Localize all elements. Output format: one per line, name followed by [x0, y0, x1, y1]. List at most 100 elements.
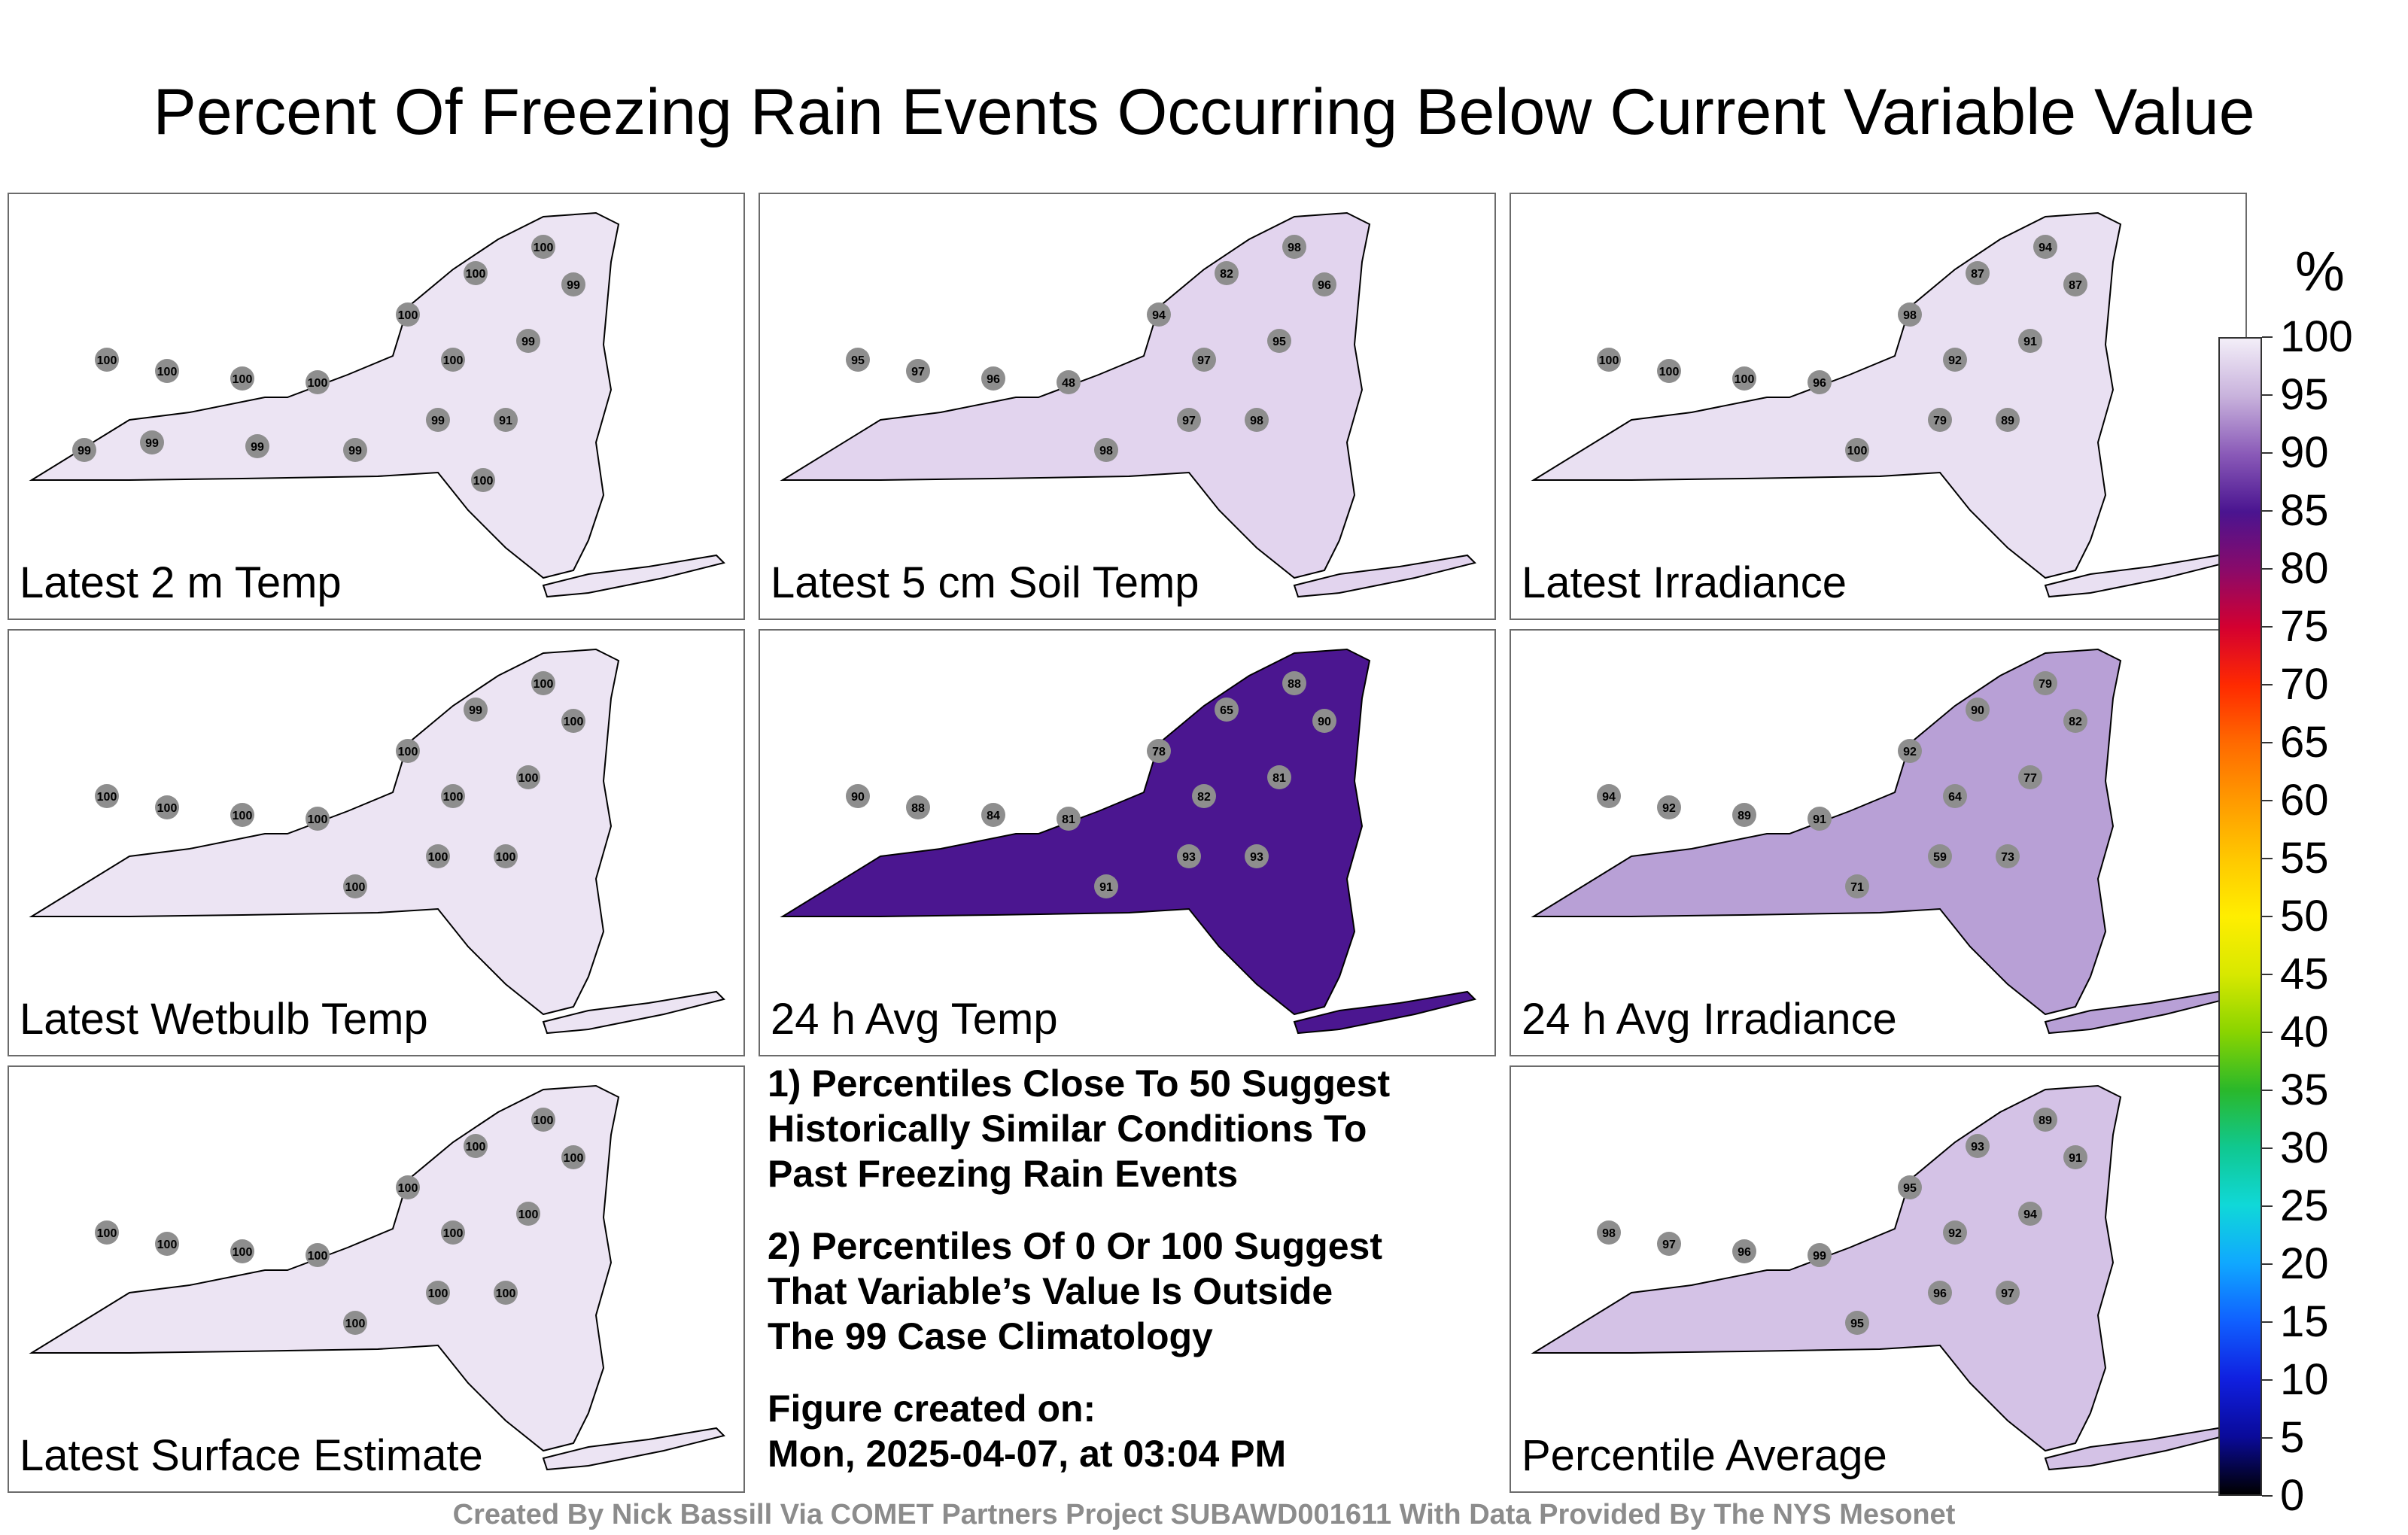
colorbar-tick [2262, 684, 2273, 685]
station-value: 100 [308, 377, 328, 390]
station-marker [1898, 302, 1922, 327]
panel-latest-5cm-soil-temp: 95 97 96 48 94 82 98 97 95 96 98 97 98 Latest 5 cm S… [759, 193, 1496, 620]
ny-map: 94 92 89 91 92 90 79 64 77 82 73 59 71 [1531, 648, 2227, 1035]
station-value: 92 [1903, 746, 1917, 758]
station-value: 100 [97, 354, 117, 367]
colorbar-tick-label: 5 [2280, 1413, 2305, 1462]
station-marker [846, 784, 870, 808]
ny-map: 100 100 100 100 100 99 100 100 100 100 100 100 100 [29, 648, 725, 1035]
note-line: Historically Similar Conditions To [768, 1108, 1367, 1150]
ny-map: 100 100 100 100 100 100 100 100 100 100 100 100 100 [29, 1084, 725, 1471]
station-marker [1094, 874, 1118, 898]
station-value: 100 [157, 366, 178, 378]
station-value: 91 [2023, 336, 2037, 348]
station-value: 96 [1813, 377, 1826, 390]
station-marker [516, 329, 540, 353]
station-marker [1943, 348, 1967, 372]
station-value: 79 [2039, 678, 2052, 691]
station-value: 100 [1847, 445, 1868, 457]
panel-latest-surface-estimate: 100 100 100 100 100 100 100 100 100 100 100 100 100 … [8, 1065, 745, 1493]
station-value: 82 [2069, 716, 2082, 728]
note-line: That Variable’s Value Is Outside [768, 1270, 1333, 1312]
station-value: 97 [1662, 1239, 1676, 1251]
station-value: 82 [1197, 791, 1211, 804]
station-marker [2063, 272, 2087, 296]
station-value: 99 [145, 437, 159, 450]
station-value: 98 [1099, 445, 1113, 457]
state-outline [29, 211, 620, 579]
station-value: 100 [466, 268, 486, 281]
station-value: 99 [469, 704, 482, 717]
colorbar-tick [2262, 1321, 2273, 1323]
station-marker [1177, 844, 1201, 868]
station-value: 88 [1288, 678, 1301, 691]
colorbar-tick-label: 60 [2280, 776, 2329, 825]
station-value: 87 [1971, 268, 1984, 281]
panel-latest-irradiance: 100 100 100 96 98 87 94 92 91 87 89 79 100 Latest Ir… [1510, 193, 2247, 620]
station-marker [464, 698, 488, 722]
colorbar-tick [2262, 1263, 2273, 1265]
panel-label: Percentile Average [1522, 1431, 1887, 1480]
figure-title: Percent Of Freezing Rain Events Occurrin… [153, 76, 2255, 148]
station-marker [531, 1108, 555, 1132]
station-value: 88 [911, 802, 925, 815]
station-value: 95 [1272, 336, 1286, 348]
station-value: 59 [1933, 851, 1947, 864]
panel-latest-wetbulb-temp: 100 100 100 100 100 99 100 100 100 100 100 100 100 L… [8, 629, 745, 1056]
state-outline [29, 1084, 620, 1452]
station-marker [1732, 1239, 1756, 1263]
station-marker [846, 348, 870, 372]
station-value: 100 [473, 475, 494, 488]
station-value: 100 [443, 354, 464, 367]
station-value: 91 [2069, 1152, 2082, 1165]
station-value: 100 [496, 851, 516, 864]
state-outline [1531, 1084, 2122, 1452]
station-value: 94 [2039, 242, 2052, 254]
note-line: The 99 Case Climatology [768, 1315, 1213, 1357]
station-marker [1312, 709, 1336, 733]
station-value: 92 [1948, 1227, 1962, 1240]
station-value: 100 [345, 1318, 366, 1330]
station-marker [245, 434, 269, 458]
station-marker [1928, 408, 1952, 432]
station-marker [2033, 671, 2057, 695]
station-marker [441, 784, 465, 808]
station-marker [306, 807, 330, 831]
station-marker [1215, 698, 1239, 722]
colorbar-tick [2262, 1495, 2273, 1497]
station-value: 71 [1850, 881, 1864, 894]
credit-text: Created By Nick Bassill Via COMET Partne… [452, 1499, 1956, 1530]
station-marker [140, 430, 164, 454]
station-marker [1808, 370, 1832, 394]
station-value: 100 [466, 1141, 486, 1154]
station-value: 99 [78, 445, 91, 457]
panel-label: Latest 2 m Temp [20, 558, 342, 607]
station-marker [494, 408, 518, 432]
station-value: 93 [1182, 851, 1196, 864]
colorbar [2218, 337, 2262, 1496]
station-marker [155, 1232, 179, 1256]
station-marker [426, 408, 450, 432]
colorbar-tick [2262, 452, 2273, 454]
station-marker [1928, 844, 1952, 868]
station-value: 91 [499, 415, 512, 427]
station-marker [1845, 438, 1869, 462]
station-marker [1147, 302, 1171, 327]
station-value: 100 [564, 1152, 584, 1165]
colorbar-tick [2262, 336, 2273, 338]
station-marker [1808, 807, 1832, 831]
station-value: 100 [1735, 373, 1755, 386]
station-value: 100 [157, 1239, 178, 1251]
station-value: 100 [398, 309, 418, 322]
panel-percentile-average: 98 97 96 99 95 93 89 92 94 91 97 96 95 Percentile Av… [1510, 1065, 2247, 1493]
long-island-outline [1293, 990, 1476, 1035]
station-value: 96 [1933, 1287, 1947, 1300]
station-marker [1928, 1281, 1952, 1305]
station-value: 99 [1813, 1250, 1826, 1263]
station-value: 100 [233, 373, 253, 386]
panel-24h-avg-irradiance: 94 92 89 91 92 90 79 64 77 82 73 59 71 24 h Avg Irra… [1510, 629, 2247, 1056]
station-marker [396, 1175, 420, 1199]
station-marker [2033, 235, 2057, 259]
station-value: 100 [428, 1287, 448, 1300]
colorbar-tick-label: 95 [2280, 370, 2329, 419]
